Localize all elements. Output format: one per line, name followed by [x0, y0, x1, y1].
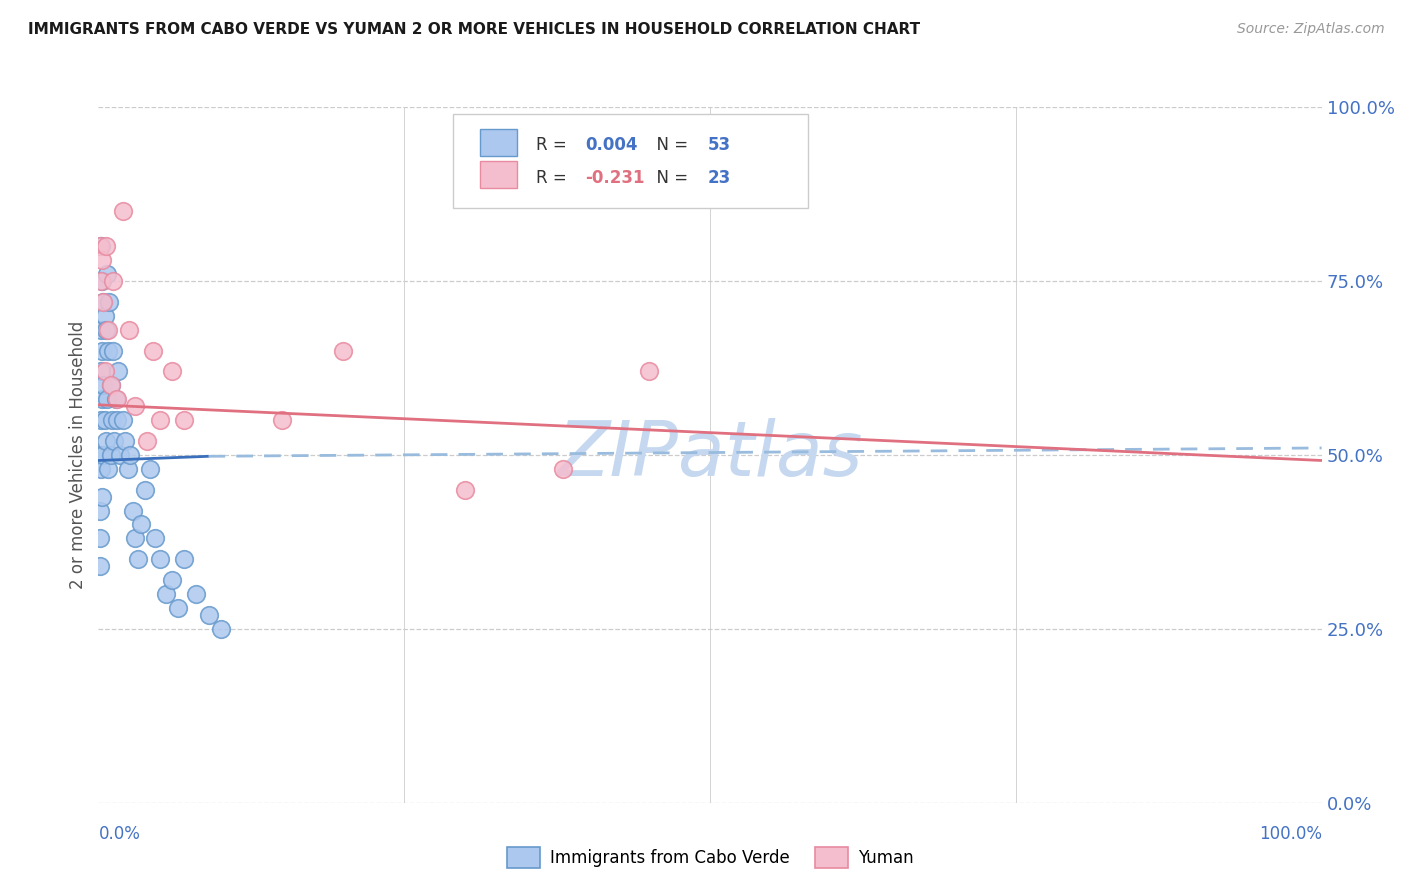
- Point: [111, 413, 134, 427]
- Point: [136, 434, 159, 448]
- Point: [104, 392, 127, 407]
- Point: [91, 253, 114, 268]
- Text: -0.231: -0.231: [585, 169, 645, 187]
- Point: [129, 517, 152, 532]
- Point: [91, 294, 114, 309]
- Point: [97, 343, 120, 358]
- Point: [98, 294, 121, 309]
- Point: [105, 413, 128, 427]
- Point: [91, 343, 114, 358]
- Text: IMMIGRANTS FROM CABO VERDE VS YUMAN 2 OR MORE VEHICLES IN HOUSEHOLD CORRELATION : IMMIGRANTS FROM CABO VERDE VS YUMAN 2 OR…: [28, 22, 921, 37]
- Point: [94, 323, 117, 337]
- Point: [332, 343, 354, 358]
- Point: [94, 239, 117, 253]
- Point: [91, 392, 114, 407]
- Point: [454, 483, 477, 497]
- Text: R =: R =: [536, 169, 572, 187]
- Point: [143, 532, 166, 546]
- Point: [91, 274, 114, 288]
- Text: Source: ZipAtlas.com: Source: ZipAtlas.com: [1237, 22, 1385, 37]
- Point: [118, 323, 141, 337]
- Legend: Immigrants from Cabo Verde, Yuman: Immigrants from Cabo Verde, Yuman: [501, 841, 920, 874]
- Point: [155, 587, 177, 601]
- Point: [107, 364, 129, 378]
- Point: [105, 392, 128, 407]
- Point: [93, 413, 115, 427]
- Point: [553, 462, 575, 476]
- Text: 100.0%: 100.0%: [1258, 825, 1322, 843]
- Point: [173, 413, 195, 427]
- Point: [101, 274, 124, 288]
- Point: [89, 503, 111, 517]
- Point: [638, 364, 661, 378]
- Point: [134, 483, 156, 497]
- Point: [167, 601, 190, 615]
- Point: [121, 503, 143, 517]
- Point: [96, 267, 118, 281]
- Text: 53: 53: [707, 136, 731, 154]
- Point: [90, 462, 112, 476]
- Point: [90, 364, 112, 378]
- Point: [114, 434, 136, 448]
- Point: [101, 343, 124, 358]
- Point: [91, 490, 114, 504]
- Y-axis label: 2 or more Vehicles in Household: 2 or more Vehicles in Household: [69, 321, 87, 589]
- Point: [117, 462, 139, 476]
- Point: [139, 462, 162, 476]
- Point: [120, 448, 142, 462]
- Point: [90, 239, 112, 253]
- Point: [149, 413, 172, 427]
- Point: [96, 392, 118, 407]
- Point: [127, 552, 149, 566]
- Point: [209, 622, 232, 636]
- Text: 0.004: 0.004: [585, 136, 638, 154]
- Point: [149, 552, 172, 566]
- Point: [101, 413, 124, 427]
- Point: [160, 364, 183, 378]
- Point: [90, 413, 112, 427]
- Point: [91, 378, 114, 392]
- Point: [124, 399, 146, 413]
- Point: [124, 532, 146, 546]
- Point: [111, 204, 134, 219]
- Point: [270, 413, 294, 427]
- Point: [89, 532, 111, 546]
- Point: [100, 378, 122, 392]
- Point: [173, 552, 195, 566]
- Point: [97, 323, 120, 337]
- Point: [110, 448, 132, 462]
- Point: [100, 448, 122, 462]
- Text: 23: 23: [707, 169, 731, 187]
- Point: [197, 607, 219, 622]
- Point: [93, 309, 115, 323]
- Point: [89, 559, 111, 574]
- Point: [100, 378, 122, 392]
- Point: [89, 239, 111, 253]
- Point: [103, 434, 125, 448]
- Text: 0.0%: 0.0%: [98, 825, 141, 843]
- Point: [89, 448, 111, 462]
- Point: [186, 587, 208, 601]
- Point: [142, 343, 165, 358]
- Point: [160, 573, 183, 587]
- Point: [90, 274, 112, 288]
- Text: ZIP​atlas: ZIP​atlas: [557, 418, 863, 491]
- Point: [90, 323, 112, 337]
- Text: R =: R =: [536, 136, 572, 154]
- Point: [93, 364, 115, 378]
- Point: [97, 462, 120, 476]
- FancyBboxPatch shape: [479, 128, 517, 156]
- Point: [91, 294, 114, 309]
- Text: N =: N =: [647, 169, 693, 187]
- FancyBboxPatch shape: [479, 161, 517, 188]
- FancyBboxPatch shape: [453, 114, 808, 208]
- Text: N =: N =: [647, 136, 693, 154]
- Point: [91, 448, 114, 462]
- Point: [94, 434, 117, 448]
